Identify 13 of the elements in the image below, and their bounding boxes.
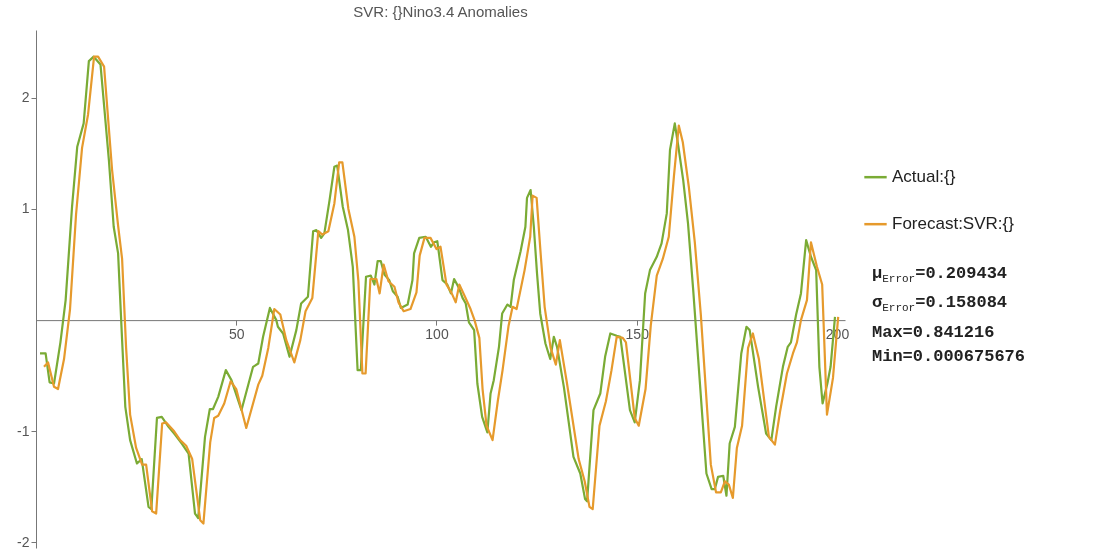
y-tick-label: -2 — [17, 533, 30, 550]
y-tick-label: -1 — [17, 422, 30, 439]
text: Max=0.841216 — [872, 321, 996, 344]
chart-title: SVR: {}Nino3.4 Anomalies — [353, 3, 528, 20]
y-tick-label: 2 — [21, 89, 30, 106]
legend-label: Forecast:SVR:{} — [892, 214, 1015, 234]
text: σ$_{Error}$=0.158084 — [872, 292, 1009, 317]
text: Min=0.000675676 — [872, 345, 1026, 368]
x-tick-label: 100 — [425, 325, 449, 342]
text: μ$_{Error}$=0.209434 — [872, 263, 1009, 288]
y-tick-label: 1 — [21, 200, 30, 217]
legend-label: Actual:{} — [892, 167, 956, 187]
x-tick-label: 50 — [228, 325, 245, 342]
